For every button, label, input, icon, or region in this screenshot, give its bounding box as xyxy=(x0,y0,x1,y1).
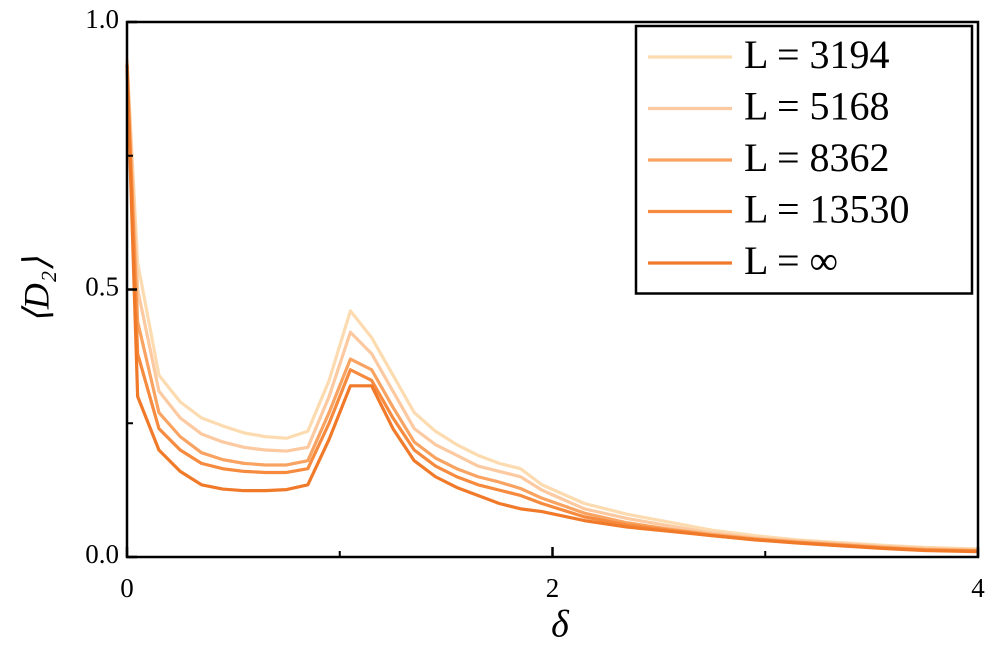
legend-label: L = 13530 xyxy=(744,187,910,232)
legend-label: L = ∞ xyxy=(744,238,838,283)
legend: L = 3194 L = 5168 L = 8362 L = 13530 L = ∞ xyxy=(634,24,974,295)
legend-label: L = 8362 xyxy=(744,135,890,180)
x-tick-label: 4 xyxy=(971,573,985,603)
y-tick-label: 0.5 xyxy=(85,272,119,302)
data-line xyxy=(125,59,979,551)
x-tick-label: 2 xyxy=(546,573,560,603)
legend-label: L = 3194 xyxy=(744,32,890,77)
data-line xyxy=(125,64,979,554)
x-tick-label: 0 xyxy=(120,573,134,603)
y-tick-label: 0.0 xyxy=(85,539,119,569)
y-axis-label: ⟨D₂⟩ xyxy=(16,257,56,324)
x-axis-label: δ xyxy=(551,604,570,646)
legend-label: L = 5168 xyxy=(744,84,890,129)
y-tick-label: 1.0 xyxy=(85,4,119,34)
